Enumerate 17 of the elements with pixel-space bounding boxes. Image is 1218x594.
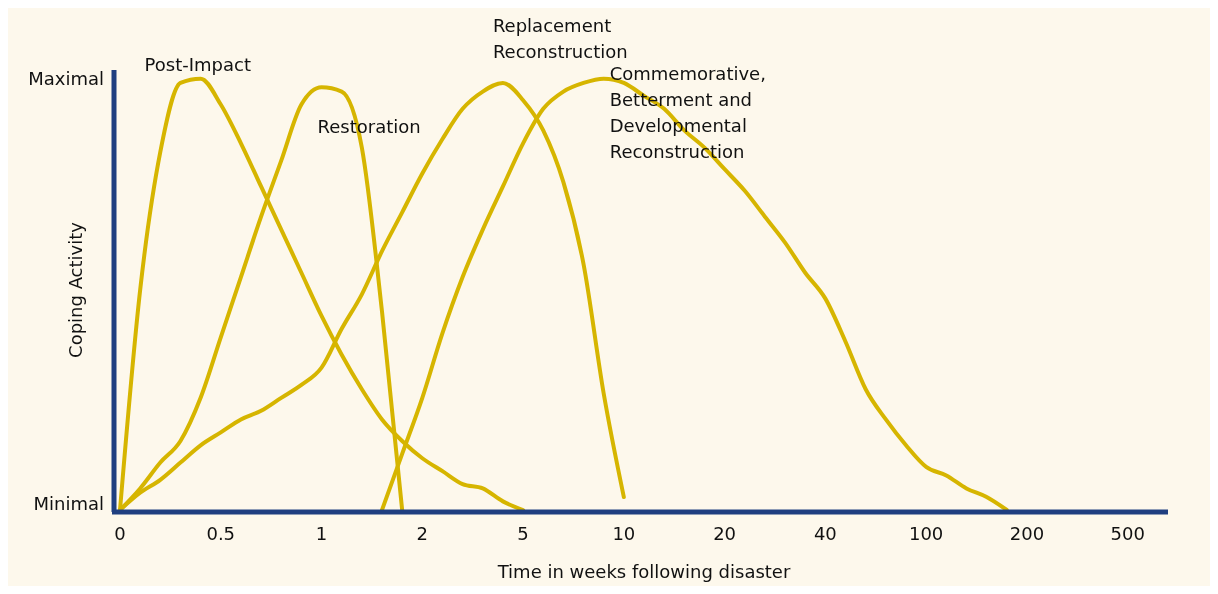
x-tick-label: 5	[517, 523, 529, 544]
x-tick-label: 0.5	[206, 523, 236, 544]
series-label: Replacement Reconstruction	[492, 14, 628, 62]
x-tick-label: 100	[908, 523, 944, 544]
x-tick-label: 1	[315, 523, 328, 544]
x-tick-label: 20	[713, 523, 737, 544]
x-tick-label: 500	[1110, 523, 1145, 544]
x-tick-label: 10	[612, 523, 636, 544]
x-tick-label: 0	[114, 523, 126, 544]
x-tick-label: 2	[416, 523, 429, 544]
x-tick-label: 200	[1009, 523, 1045, 544]
x-axis-title: Time in weeks following disaster	[496, 561, 791, 582]
text: Minimal	[33, 493, 104, 515]
text: Maximal	[28, 67, 104, 89]
series-label: Post-Impact	[144, 53, 252, 75]
x-tick-label: 40	[813, 523, 837, 544]
y-axis-title: Coping Activity	[65, 221, 86, 358]
